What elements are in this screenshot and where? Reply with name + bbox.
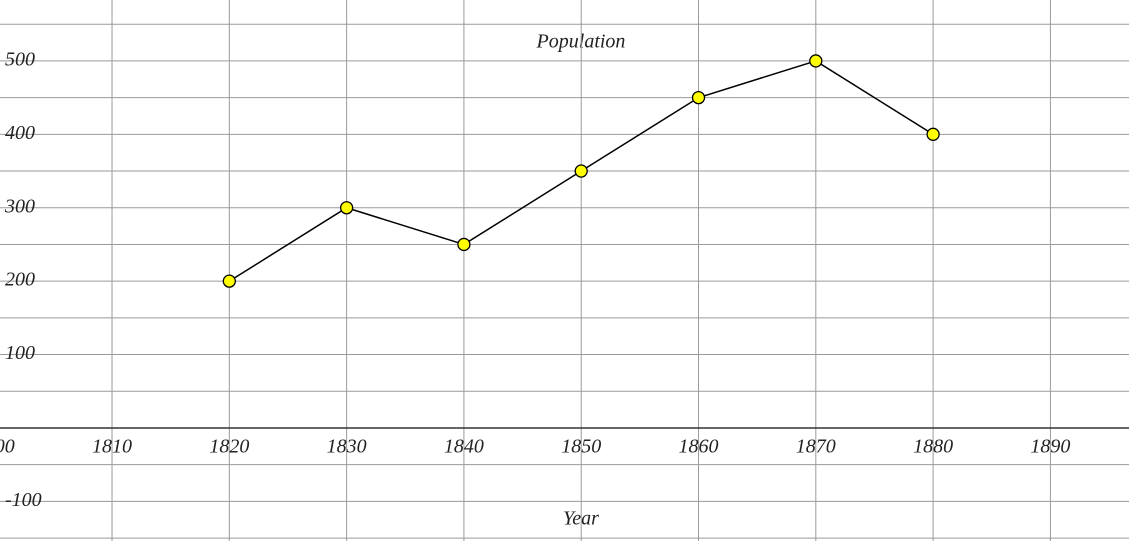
data-point (339, 201, 354, 215)
x-tick-label: 1830 (327, 436, 367, 458)
data-point (691, 90, 706, 105)
x-tick-label: 1870 (796, 436, 836, 458)
y-tick-label: 200 (5, 269, 35, 291)
y-tick-label: 100 (5, 342, 35, 364)
x-tick-label: 1880 (913, 436, 953, 458)
data-point (574, 164, 588, 178)
y-tick-label: 400 (5, 122, 35, 144)
data-point (809, 54, 823, 68)
chart-title: Population (536, 31, 626, 53)
x-tick-label: 1850 (561, 436, 601, 458)
data-point (926, 127, 940, 141)
x-tick-label: 1860 (679, 436, 719, 458)
x-tick-label: 1800 (0, 436, 15, 458)
y-tick-label: 300 (4, 195, 35, 217)
x-tick-label: 1810 (92, 436, 132, 458)
x-tick-label: 1820 (209, 436, 249, 458)
y-tick-label: -100 (5, 489, 42, 511)
x-tick-label: 1840 (444, 436, 484, 458)
y-tick-label: 500 (5, 49, 35, 71)
x-tick-label: 1890 (1030, 436, 1070, 458)
data-point (457, 237, 471, 252)
data-point (222, 274, 236, 288)
